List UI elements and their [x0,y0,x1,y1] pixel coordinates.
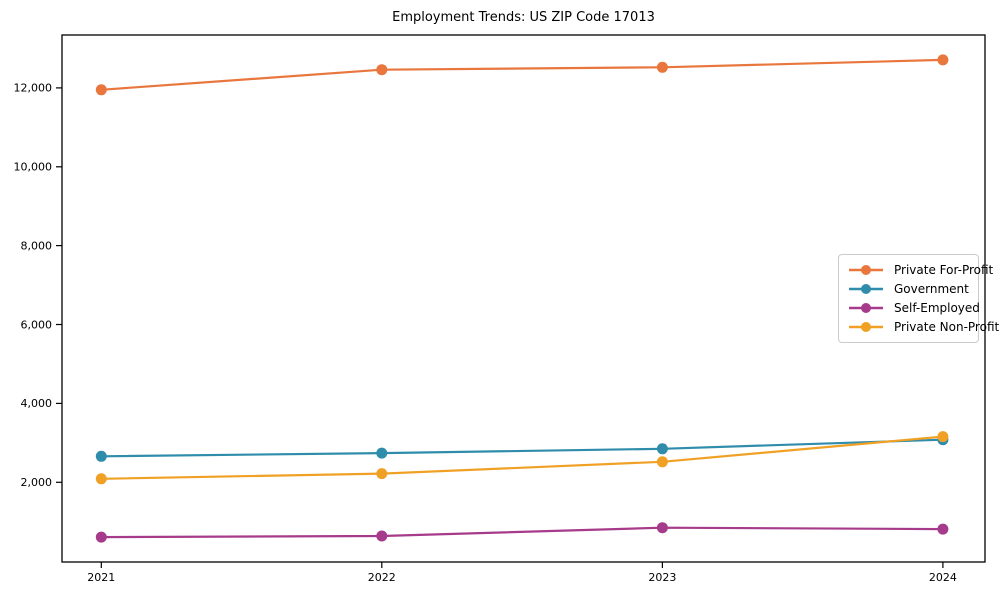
legend-item: Private For-Profit [839,263,993,277]
legend-item: Self-Employed [839,301,980,315]
legend-label: Government [894,282,969,296]
series-line [101,58,943,91]
legend-line-marker-icon [849,303,883,313]
data-point-marker [376,447,388,459]
y-tick-label: 4,000 [21,397,53,410]
data-point-marker [656,522,668,534]
data-point-marker [95,450,107,462]
y-tick-label: 10,000 [14,161,53,174]
y-tick-label: 12,000 [14,82,53,95]
data-point-marker [656,456,668,468]
series-line [101,438,943,458]
chart-title: Employment Trends: US ZIP Code 17013 [392,10,655,25]
data-point-marker [656,61,668,73]
legend-line-marker-icon [849,284,883,294]
data-point-marker [95,531,107,543]
legend-line-marker-icon [849,265,883,275]
data-point-marker [656,443,668,455]
legend-label: Private Non-Profit [894,320,1000,334]
data-point-marker [95,473,107,485]
data-point-marker [937,54,949,66]
legend-item: Private Non-Profit [839,320,999,334]
y-tick-label: 2,000 [21,476,53,489]
data-point-marker [376,468,388,480]
data-point-marker [937,523,949,535]
legend-line-marker-icon [849,322,883,332]
legend-item: Government [839,282,978,296]
x-tick-label: 2024 [929,571,957,584]
series-line [101,435,943,480]
y-tick-label: 6,000 [21,318,53,331]
legend-label: Self-Employed [894,301,980,315]
data-point-marker [95,84,107,96]
legend-label: Private For-Profit [894,263,994,277]
series-line [101,526,943,539]
legend: Private For-Profit Government Self-Employe… [838,254,999,343]
x-tick-label: 2021 [87,571,115,584]
data-point-marker [376,64,388,76]
y-tick-label: 8,000 [21,239,53,252]
x-tick-label: 2022 [368,571,396,584]
data-point-marker [937,431,949,443]
x-tick-label: 2023 [648,571,676,584]
data-point-marker [376,530,388,542]
plot-frame [61,34,986,563]
